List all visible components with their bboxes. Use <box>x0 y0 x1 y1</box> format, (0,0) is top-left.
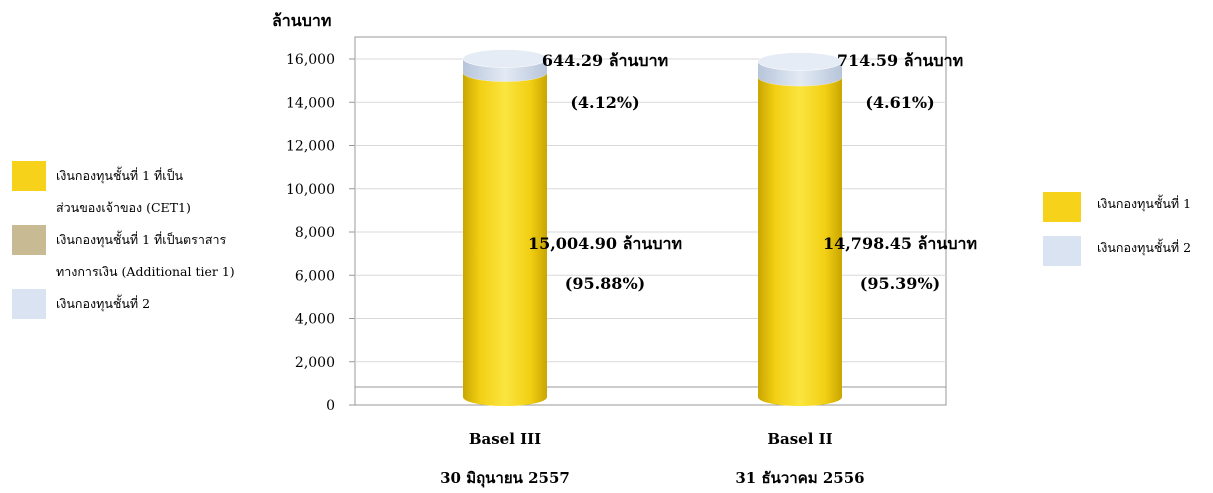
y-tick-label: 8,000 <box>295 225 335 241</box>
legend-swatch-tier2-right <box>1043 236 1081 266</box>
data-label: 644.29 ล้านบาท <box>542 51 668 70</box>
y-axis-label: ล้านบาท <box>272 11 331 30</box>
data-label: (4.61%) <box>865 93 934 112</box>
bar-segment <box>463 72 547 406</box>
legend-swatch-tier1 <box>1043 192 1081 222</box>
legend-label: ทางการเงิน (Additional tier 1) <box>56 264 235 279</box>
data-label: (95.88%) <box>565 274 645 293</box>
plot-frame <box>354 36 947 406</box>
bar-segment-top <box>757 52 843 71</box>
legend-label: เงินกองทุนชั้นที่ 2 <box>56 296 151 311</box>
y-tick-label: 4,000 <box>295 312 335 328</box>
legend-swatch-additional-tier1 <box>12 225 46 255</box>
y-tick-label: 16,000 <box>286 52 335 68</box>
data-label: (95.39%) <box>860 274 940 293</box>
legend-label: เงินกองทุนชั้นที่ 1 ที่เป็น <box>56 168 184 183</box>
y-tick-label: 12,000 <box>286 139 335 155</box>
legend-label: ส่วนของเจ้าของ (CET1) <box>56 200 191 215</box>
legend-swatch-cet1 <box>12 161 46 191</box>
data-label: 15,004.90 ล้านบาท <box>528 234 682 253</box>
data-label: 14,798.45 ล้านบาท <box>823 234 977 253</box>
category-label: 31 ธันวาคม 2556 <box>735 469 864 487</box>
bar-segment-top <box>462 49 548 68</box>
y-tick-label: 6,000 <box>295 268 335 284</box>
category-label: Basel II <box>767 430 832 448</box>
legend-swatch-tier2 <box>12 289 46 319</box>
category-label: 30 มิถุนายน 2557 <box>440 469 570 488</box>
bar-segment <box>463 58 547 82</box>
bar-segment <box>758 76 842 406</box>
y-tick-label: 2,000 <box>295 355 335 371</box>
data-label: 714.59 ล้านบาท <box>837 51 963 70</box>
bar-segment <box>758 61 842 86</box>
data-label: (4.12%) <box>570 93 639 112</box>
y-tick-label: 0 <box>326 398 335 414</box>
y-tick-label: 10,000 <box>286 182 335 198</box>
y-tick-label: 14,000 <box>286 95 335 111</box>
category-label: Basel III <box>469 430 541 448</box>
legend-label: เงินกองทุนชั้นที่ 2 <box>1097 240 1192 255</box>
legend-label: เงินกองทุนชั้นที่ 1 ที่เป็นตราสาร <box>56 232 227 247</box>
legend-label: เงินกองทุนชั้นที่ 1 <box>1097 196 1192 211</box>
